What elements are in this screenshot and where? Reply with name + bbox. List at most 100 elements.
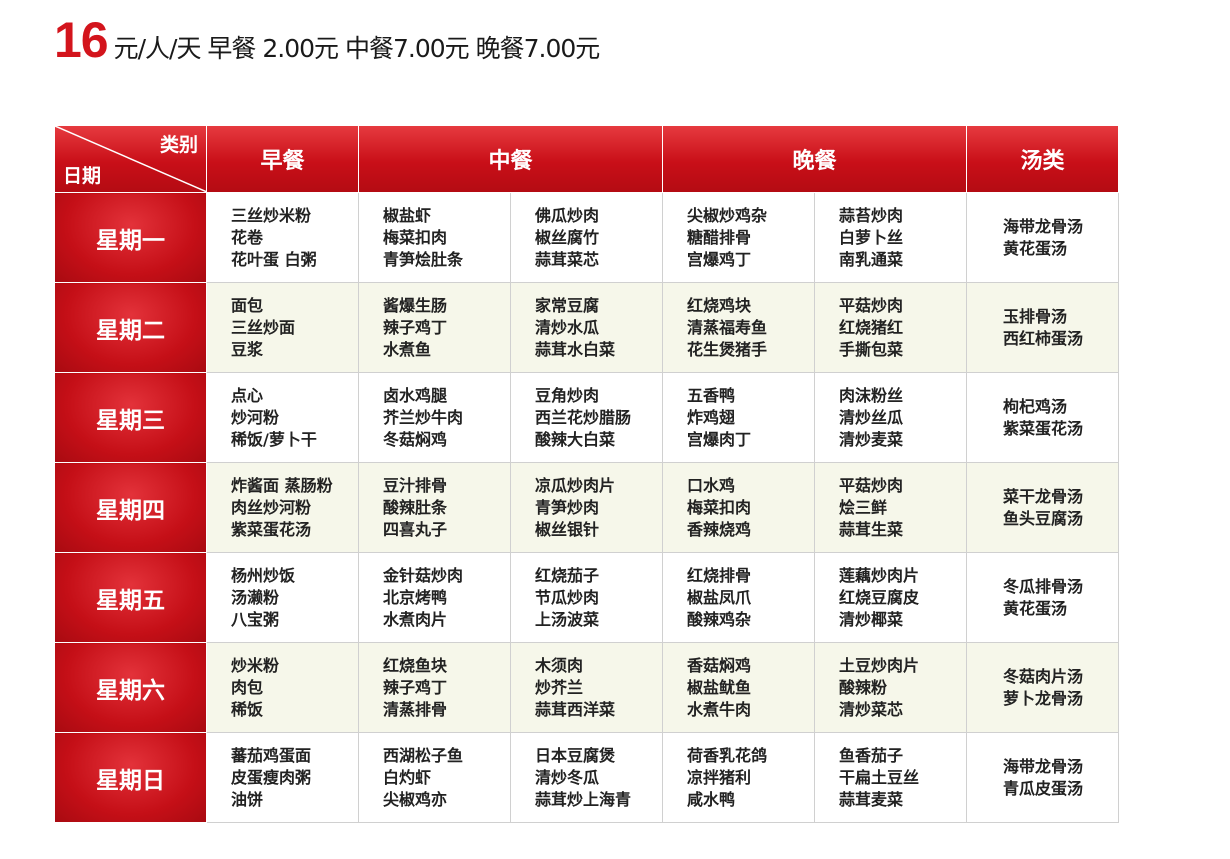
dish-list: 豆角炒肉 西兰花炒腊肠 酸辣大白菜 (511, 385, 662, 451)
dish-list: 海带龙骨汤 黄花蛋汤 (967, 216, 1118, 260)
dish-item: 金针菇炒肉 (383, 565, 464, 585)
dish-item: 蒜苔炒肉 (839, 205, 904, 225)
dish-item: 口水鸡 (687, 475, 736, 495)
dish-item: 蒜茸水白菜 (535, 339, 616, 359)
dinner-cell-b: 蒜苔炒肉 白萝卜丝 南乳通菜 (814, 192, 968, 283)
dish-item: 梅菜扣肉 (383, 227, 448, 247)
dish-list: 日本豆腐煲 清炒冬瓜 蒜茸炒上海青 (511, 745, 662, 811)
day-label: 星期六 (54, 642, 207, 733)
dish-item: 清炒椰菜 (839, 609, 904, 629)
dish-list: 香菇焖鸡 椒盐鱿鱼 水煮牛肉 (663, 655, 814, 721)
dish-item: 紫菜蛋花汤 (231, 519, 312, 539)
dish-item: 炸酱面 蒸肠粉 (231, 475, 333, 495)
column-header-soup: 汤类 (966, 126, 1120, 193)
dish-item: 水煮鱼 (383, 339, 432, 359)
dish-item: 冬瓜排骨汤 (1003, 576, 1084, 596)
soup-cell: 菜干龙骨汤 鱼头豆腐汤 (966, 462, 1120, 553)
dish-item: 木须肉 (535, 655, 584, 675)
dish-list: 卤水鸡腿 芥兰炒牛肉 冬菇焖鸡 (359, 385, 510, 451)
dish-item: 辣子鸡丁 (383, 317, 448, 337)
table-row: 星期三 点心 炒河粉 稀饭/萝卜干 卤水鸡腿 芥兰炒牛肉 冬菇焖鸡 豆角炒肉 西兰花炒腊肠 酸辣大… (54, 372, 1120, 463)
dish-list: 蒜苔炒肉 白萝卜丝 南乳通菜 (815, 205, 966, 271)
date-label: 日期 (63, 165, 102, 187)
table-row: 星期四 炸酱面 蒸肠粉 肉丝炒河粉 紫菜蛋花汤 豆汁排骨 酸辣肚条 四喜丸子 凉瓜炒肉片 青笋炒… (54, 462, 1120, 553)
dish-list: 海带龙骨汤 青瓜皮蛋汤 (967, 756, 1118, 800)
dish-item: 鱼头豆腐汤 (1003, 508, 1084, 528)
dish-list: 平菇炒肉 烩三鲜 蒜茸生菜 (815, 475, 966, 541)
dish-item: 椒丝银针 (535, 519, 600, 539)
breakfast-cell: 蕃茄鸡蛋面 皮蛋瘦肉粥 油饼 (206, 732, 359, 823)
dish-list: 口水鸡 梅菜扣肉 香辣烧鸡 (663, 475, 814, 541)
dinner-cell-b: 土豆炒肉片 酸辣粉 清炒菜芯 (814, 642, 968, 733)
dish-list: 菜干龙骨汤 鱼头豆腐汤 (967, 486, 1118, 530)
dish-item: 面包 (231, 295, 264, 315)
dish-item: 清炒冬瓜 (535, 767, 600, 787)
day-label: 星期三 (54, 372, 207, 463)
dish-item: 花卷 (231, 227, 264, 247)
dish-list: 西湖松子鱼 白灼虾 尖椒鸡亦 (359, 745, 510, 811)
dish-item: 红烧茄子 (535, 565, 600, 585)
corner-diagonal (55, 126, 206, 192)
price-header: 16 元/人/天 早餐 2.00元 中餐7.00元 晚餐7.00元 (54, 10, 600, 70)
day-label: 星期五 (54, 552, 207, 643)
dinner-cell-a: 尖椒炒鸡杂 糖醋排骨 宫爆鸡丁 (662, 192, 816, 283)
dish-list: 红烧鱼块 辣子鸡丁 清蒸排骨 (359, 655, 510, 721)
dish-list: 三丝炒米粉 花卷 花叶蛋 白粥 (207, 205, 358, 271)
table-row: 星期六 炒米粉 肉包 稀饭 红烧鱼块 辣子鸡丁 清蒸排骨 木须肉 炒芥兰 蒜茸西洋菜 香菇焖鸡 椒盐鱿… (54, 642, 1120, 733)
table-row: 星期二 面包 三丝炒面 豆浆 酱爆生肠 辣子鸡丁 水煮鱼 家常豆腐 清炒水瓜 蒜茸水白菜 红烧鸡块清… (54, 282, 1120, 373)
dinner-cell-b: 鱼香茄子 干扁土豆丝 蒜茸麦菜 (814, 732, 968, 823)
dish-item: 白萝卜丝 (839, 227, 904, 247)
dish-list: 平菇炒肉 红烧猪红 手撕包菜 (815, 295, 966, 361)
dish-list: 凉瓜炒肉片 青笋炒肉 椒丝银针 (511, 475, 662, 541)
dish-item: 椒盐虾 (383, 205, 432, 225)
dish-item: 莲藕炒肉片 (839, 565, 920, 585)
breakfast-cell: 点心 炒河粉 稀饭/萝卜干 (206, 372, 359, 463)
dish-list: 枸杞鸡汤 紫菜蛋花汤 (967, 396, 1118, 440)
breakfast-cell: 炒米粉 肉包 稀饭 (206, 642, 359, 733)
lunch-cell-a: 酱爆生肠 辣子鸡丁 水煮鱼 (358, 282, 511, 373)
dish-item: 蒜茸炒上海青 (535, 789, 632, 809)
dish-item: 梅菜扣肉 (687, 497, 752, 517)
breakfast-cell: 杨州炒饭 汤濑粉 八宝粥 (206, 552, 359, 643)
dish-item: 酸辣鸡杂 (687, 609, 752, 629)
dish-item: 卤水鸡腿 (383, 385, 448, 405)
dish-list: 冬瓜排骨汤 黄花蛋汤 (967, 576, 1118, 620)
dish-item: 红烧猪红 (839, 317, 904, 337)
dish-item: 豆角炒肉 (535, 385, 600, 405)
dish-item: 红烧鱼块 (383, 655, 448, 675)
dish-item: 土豆炒肉片 (839, 655, 920, 675)
dish-item: 清蒸福寿鱼 (687, 317, 768, 337)
dish-item: 青笋烩肚条 (383, 249, 464, 269)
day-label: 星期一 (54, 192, 207, 283)
lunch-cell-b: 豆角炒肉 西兰花炒腊肠 酸辣大白菜 (509, 372, 664, 463)
dish-item: 香辣烧鸡 (687, 519, 752, 539)
dish-item: 肉沫粉丝 (839, 385, 904, 405)
soup-cell: 冬菇肉片汤 萝卜龙骨汤 (966, 642, 1120, 733)
dish-list: 冬菇肉片汤 萝卜龙骨汤 (967, 666, 1118, 710)
dish-item: 杨州炒饭 (231, 565, 296, 585)
lunch-cell-a: 红烧鱼块 辣子鸡丁 清蒸排骨 (358, 642, 511, 733)
dish-item: 荷香乳花鸽 (687, 745, 768, 765)
dish-item: 手撕包菜 (839, 339, 904, 359)
dish-item: 西兰花炒腊肠 (535, 407, 632, 427)
dish-item: 水煮牛肉 (687, 699, 752, 719)
dish-item: 佛瓜炒肉 (535, 205, 600, 225)
dish-item: 香菇焖鸡 (687, 655, 752, 675)
dish-list: 红烧鸡块 清蒸福寿鱼 花生煲猪手 (663, 295, 814, 361)
dish-item: 鱼香茄子 (839, 745, 904, 765)
dish-item: 豆浆 (231, 339, 264, 359)
category-label: 类别 (159, 134, 198, 156)
dish-item: 酸辣大白菜 (535, 429, 616, 449)
dish-item: 酸辣粉 (839, 677, 888, 697)
dinner-cell-a: 荷香乳花鸽 凉拌猪利 咸水鸭 (662, 732, 816, 823)
dish-item: 花生煲猪手 (687, 339, 768, 359)
dinner-cell-a: 香菇焖鸡 椒盐鱿鱼 水煮牛肉 (662, 642, 816, 733)
breakfast-cell: 炸酱面 蒸肠粉 肉丝炒河粉 紫菜蛋花汤 (206, 462, 359, 553)
price-amount: 16 (54, 12, 109, 68)
dish-list: 炸酱面 蒸肠粉 肉丝炒河粉 紫菜蛋花汤 (207, 475, 358, 541)
dish-item: 玉排骨汤 (1003, 306, 1068, 326)
dish-item: 红烧排骨 (687, 565, 752, 585)
lunch-cell-b: 红烧茄子 节瓜炒肉 上汤波菜 (509, 552, 664, 643)
dish-item: 红烧鸡块 (687, 295, 752, 315)
dish-item: 上汤波菜 (535, 609, 600, 629)
